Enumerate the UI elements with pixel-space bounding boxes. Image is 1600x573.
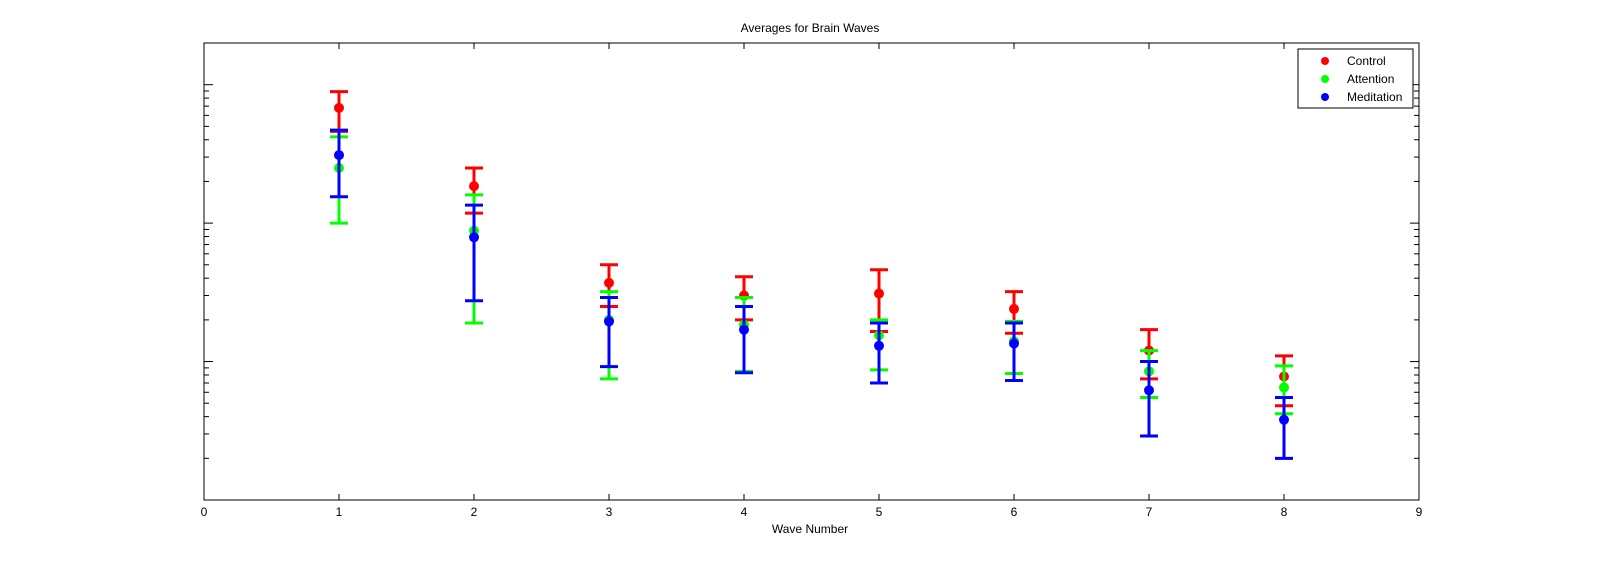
x-tick-label: 0 bbox=[201, 505, 208, 519]
data-point bbox=[1009, 338, 1019, 349]
x-axis-ticks: 0 1 2 3 4 5 6 7 8 9 bbox=[201, 43, 1423, 519]
legend-label-attention: Attention bbox=[1347, 72, 1394, 86]
x-tick-label: 6 bbox=[1011, 505, 1018, 519]
data-point bbox=[739, 324, 749, 335]
x-tick-label: 5 bbox=[876, 505, 883, 519]
y-axis-ticks bbox=[204, 42, 1419, 501]
legend-marker-meditation bbox=[1321, 93, 1329, 101]
legend-label-meditation: Meditation bbox=[1347, 90, 1402, 104]
x-tick-label: 7 bbox=[1146, 505, 1153, 519]
data-point bbox=[334, 102, 344, 113]
data-point bbox=[874, 340, 884, 351]
legend-label-control: Control bbox=[1347, 54, 1386, 68]
legend-box bbox=[1297, 48, 1414, 109]
x-tick-label: 8 bbox=[1281, 505, 1288, 519]
data-point bbox=[334, 150, 344, 161]
series-layer bbox=[330, 90, 1293, 460]
data-point bbox=[469, 232, 479, 243]
plot-area bbox=[203, 42, 1420, 501]
x-tick-label: 3 bbox=[606, 505, 613, 519]
x-tick-label: 4 bbox=[741, 505, 748, 519]
data-point bbox=[1144, 385, 1154, 396]
chart-title: Averages for Brain Waves bbox=[741, 21, 880, 35]
data-point bbox=[1279, 382, 1289, 393]
data-point bbox=[874, 288, 884, 299]
x-tick-label: 1 bbox=[336, 505, 343, 519]
legend: Control Attention Meditation bbox=[1297, 48, 1414, 109]
data-point bbox=[604, 316, 614, 327]
series-meditation bbox=[330, 128, 1293, 460]
data-point bbox=[604, 277, 614, 288]
data-point bbox=[1279, 414, 1289, 425]
x-axis-label: Wave Number bbox=[772, 522, 848, 536]
data-point bbox=[1009, 303, 1019, 314]
data-point bbox=[469, 181, 479, 192]
legend-marker-attention bbox=[1321, 75, 1329, 83]
legend-marker-control bbox=[1321, 57, 1329, 65]
axes-box bbox=[203, 42, 1420, 501]
x-tick-label: 9 bbox=[1416, 505, 1423, 519]
x-tick-label: 2 bbox=[471, 505, 478, 519]
